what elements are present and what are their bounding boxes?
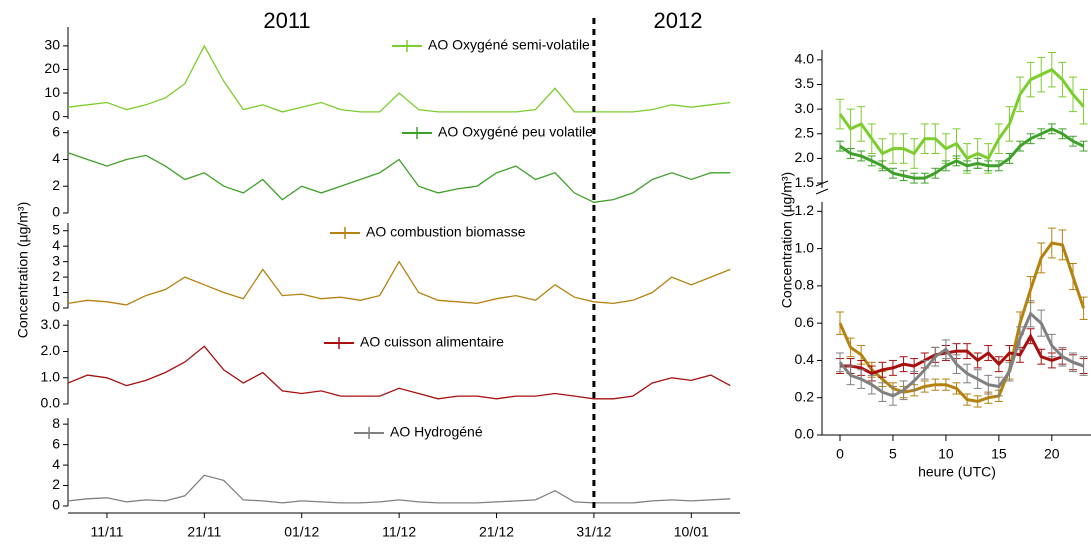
series-line: [67, 44, 731, 113]
y-tick-label: 4: [52, 150, 60, 166]
x-tick-label: 10/01: [674, 524, 709, 540]
y-tick-label: 3.0: [795, 100, 815, 116]
y-tick-label: 2.0: [41, 342, 61, 358]
y-tick-label: 3: [52, 252, 60, 268]
y-tick-label: 1.2: [795, 202, 815, 218]
y-tick-label: 1.0: [795, 239, 815, 255]
y-tick-label: 0.4: [795, 351, 815, 367]
series-line: [838, 311, 1085, 398]
y-tick-label: 3.0: [41, 316, 61, 332]
series-line: [838, 67, 1085, 161]
legend-label: AO cuisson alimentaire: [360, 334, 504, 350]
legend-label: AO Oxygéné semi-volatile: [428, 37, 590, 53]
series-line: [838, 241, 1086, 403]
y-tick-label: 1.5: [795, 174, 815, 190]
year-label: 2012: [654, 8, 703, 33]
y-tick-label: 8: [52, 415, 60, 431]
y-tick-label: 5: [52, 221, 60, 237]
y-tick-label: 2: [52, 177, 60, 193]
legend-label: AO Oxygéné peu volatile: [438, 124, 593, 140]
x-tick-label: 01/12: [284, 524, 319, 540]
y-tick-label: 0.0: [41, 395, 61, 411]
x-axis-title: heure (UTC): [918, 464, 996, 480]
y-tick-label: 4: [52, 237, 60, 253]
y-tick-label: 0: [52, 204, 60, 220]
x-tick-label: 21/12: [479, 524, 514, 540]
y-tick-label: 1.0: [41, 368, 61, 384]
y-axis-title: Concentration (µg/m³): [15, 202, 31, 338]
y-tick-label: 2: [52, 476, 60, 492]
series-line: [67, 474, 731, 504]
x-tick-label: 0: [836, 446, 844, 462]
y-tick-label: 0: [52, 299, 60, 315]
y-tick-label: 30: [44, 37, 60, 53]
x-tick-label: 5: [889, 446, 897, 462]
x-tick-label: 20: [1044, 446, 1060, 462]
series-line: [840, 333, 1085, 376]
y-tick-label: 0.6: [795, 314, 815, 330]
y-tick-label: 2: [52, 268, 60, 284]
year-label: 2011: [263, 8, 310, 33]
y-tick-label: 4.0: [795, 51, 815, 67]
y-tick-label: 3.5: [795, 75, 815, 91]
y-axis-title: Concentration (µg/m³): [779, 172, 795, 308]
y-tick-label: 10: [44, 84, 60, 100]
series-line: [839, 127, 1085, 180]
y-tick-label: 2.5: [795, 124, 815, 140]
series-line: [67, 152, 731, 203]
y-tick-label: 20: [44, 60, 60, 76]
y-tick-label: 0.8: [795, 277, 815, 293]
y-tick-label: 2.0: [795, 149, 815, 165]
x-tick-label: 21/11: [187, 524, 221, 540]
series-line: [67, 260, 731, 306]
x-tick-label: 10: [938, 446, 954, 462]
legend-label: AO combustion biomasse: [366, 224, 526, 240]
x-tick-label: 15: [991, 446, 1007, 462]
y-tick-label: 6: [52, 435, 60, 451]
y-tick-label: 0.2: [795, 388, 815, 404]
legend-label: AO Hydrogéné: [390, 424, 483, 440]
y-tick-label: 0: [52, 497, 60, 513]
x-tick-label: 31/12: [576, 524, 611, 540]
y-tick-label: 6: [52, 123, 60, 139]
y-tick-label: 0: [52, 107, 60, 123]
y-tick-label: 4: [52, 456, 60, 472]
x-tick-label: 11/12: [382, 524, 416, 540]
x-tick-label: 11/11: [90, 524, 123, 540]
y-tick-label: 1: [52, 283, 60, 299]
series-line: [67, 345, 731, 400]
y-tick-label: 0.0: [795, 426, 815, 442]
axis-break: [815, 188, 829, 195]
